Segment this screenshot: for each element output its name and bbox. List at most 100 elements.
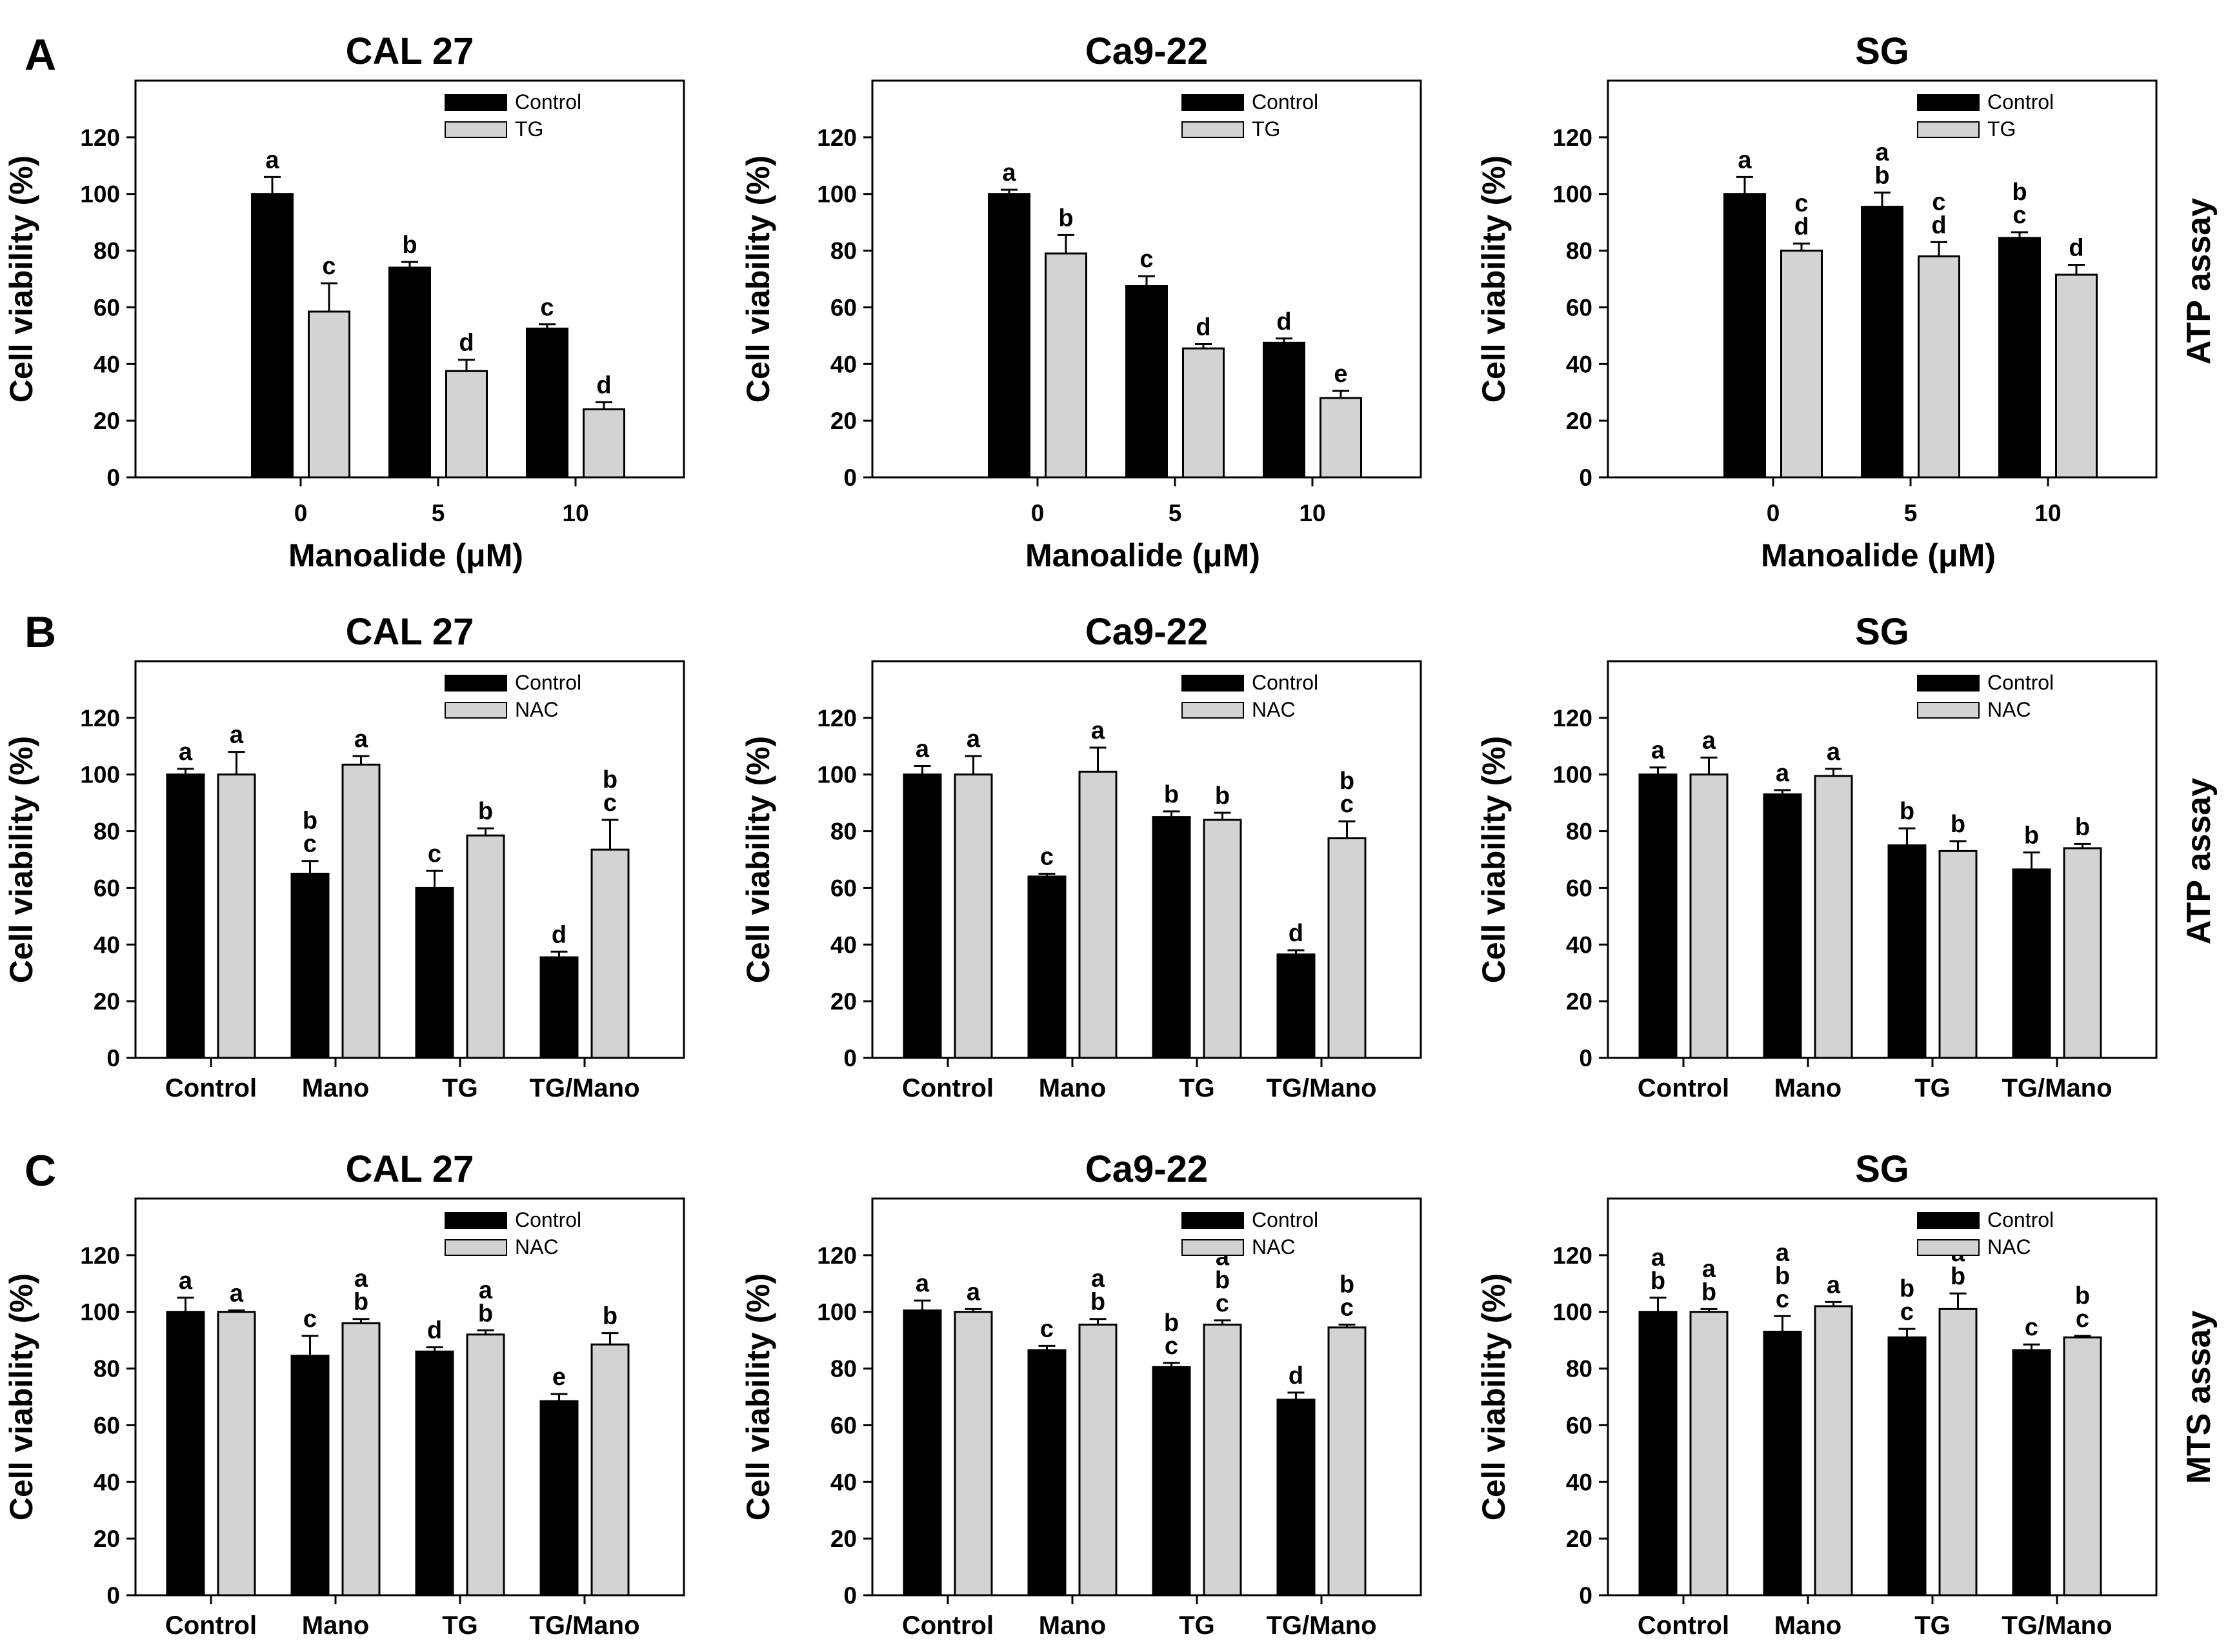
- bar-tg: [1320, 397, 1362, 479]
- bar-control: [1887, 844, 1927, 1059]
- bar-control: [539, 1400, 579, 1597]
- y-tick-label: 0: [1579, 1045, 1592, 1071]
- bar-tg: [1780, 250, 1823, 479]
- x-tick-label: Mano: [302, 1074, 369, 1102]
- x-axis-label: Manoalide (μM): [1025, 537, 1260, 573]
- y-tick-label: 20: [1566, 408, 1592, 434]
- x-tick-label: TG: [1179, 1611, 1215, 1640]
- significance-letter: b: [1215, 782, 1230, 810]
- legend-label-control: Control: [1987, 90, 2054, 114]
- legend-label-nac: NAC: [515, 1235, 559, 1259]
- significance-letter: a: [179, 739, 193, 766]
- bar-control: [1763, 1330, 1802, 1597]
- y-tick-label: 120: [1552, 124, 1592, 151]
- y-tick-label: 40: [1566, 1469, 1592, 1495]
- significance-letter: b: [1651, 1268, 1665, 1295]
- bar-tg: [1182, 347, 1225, 479]
- significance-letter: b: [2024, 822, 2039, 850]
- legend-swatch-nac: [445, 1239, 507, 1256]
- significance-letter: a: [1776, 1239, 1790, 1266]
- significance-letter: a: [1875, 139, 1889, 166]
- legend-label-tg: TG: [515, 117, 543, 141]
- x-tick-label: 0: [1031, 500, 1045, 526]
- y-tick-label: 80: [1566, 819, 1592, 845]
- significance-letter: c: [1776, 1286, 1789, 1313]
- y-tick-label: 40: [830, 351, 857, 377]
- x-tick-label: Control: [165, 1074, 257, 1102]
- significance-letter: d: [1196, 314, 1210, 341]
- significance-letter: b: [478, 1300, 493, 1327]
- x-tick-label: Control: [165, 1611, 257, 1640]
- significance-letter: b: [1164, 1309, 1179, 1337]
- y-tick-label: 40: [94, 931, 120, 958]
- y-tick-label: 120: [80, 1242, 120, 1269]
- y-tick-label: 120: [1552, 1242, 1592, 1269]
- significance-letter: d: [596, 372, 611, 399]
- y-axis-label: Cell viability (%): [740, 736, 776, 983]
- legend-label-control: Control: [515, 90, 581, 114]
- assay-label-C: MTS assay: [2180, 1311, 2218, 1484]
- bar-nac: [954, 1311, 993, 1597]
- bar-nac: [217, 773, 256, 1059]
- bar-control: [415, 886, 454, 1059]
- significance-letter: a: [265, 146, 279, 174]
- x-tick-label: 10: [562, 500, 588, 526]
- legend-swatch-control: [445, 675, 507, 692]
- significance-letter: c: [1165, 1333, 1178, 1360]
- bar-nac: [590, 1343, 630, 1597]
- significance-letter: b: [354, 1289, 368, 1316]
- significance-letter: a: [1651, 737, 1665, 764]
- chart-title: CAL 27: [346, 30, 474, 72]
- y-tick-label: 0: [843, 1582, 857, 1609]
- bar-control: [1125, 284, 1168, 479]
- bar-nac: [590, 848, 630, 1059]
- significance-letter: a: [916, 1270, 930, 1297]
- bar-nac: [1327, 1326, 1367, 1597]
- significance-letter: b: [2075, 813, 2090, 841]
- bar-control: [166, 773, 205, 1059]
- significance-letter: d: [1931, 212, 1946, 239]
- legend-swatch-control: [445, 94, 507, 111]
- chart-title: CAL 27: [346, 1148, 474, 1190]
- significance-letter: b: [603, 1303, 617, 1330]
- significance-letter: a: [354, 1266, 368, 1293]
- chart-A-1: CAL 27 0 20 40 60 80 100 120 Cell viability (%) 0…: [3, 30, 685, 573]
- x-axis-label: Manoalide (μM): [1761, 537, 1996, 573]
- y-tick-label: 80: [94, 238, 120, 264]
- panel-letter-B: B: [25, 608, 56, 657]
- significance-letter: a: [1827, 739, 1841, 766]
- y-tick-label: 0: [1579, 1582, 1592, 1609]
- significance-letter: a: [1091, 1266, 1105, 1293]
- significance-letter: c: [1139, 246, 1153, 273]
- bar-nac: [2063, 1336, 2102, 1597]
- y-tick-label: 60: [1566, 875, 1592, 901]
- x-tick-label: TG: [1179, 1074, 1215, 1102]
- y-axis-label: Cell viability (%): [740, 155, 776, 403]
- significance-letter: a: [1702, 727, 1716, 754]
- y-tick-label: 120: [817, 705, 857, 731]
- x-tick-label: TG/Mano: [529, 1074, 639, 1102]
- assay-label-B: ATP assay: [2180, 778, 2218, 944]
- legend-label-nac: NAC: [1252, 1235, 1296, 1259]
- significance-letter: c: [540, 294, 554, 321]
- significance-letter: a: [967, 726, 981, 753]
- bar-nac: [466, 834, 505, 1059]
- x-tick-label: TG: [442, 1074, 478, 1102]
- significance-letter: c: [1340, 791, 1354, 818]
- y-axis-label: Cell viability (%): [1476, 1273, 1512, 1520]
- legend-label-nac: NAC: [1987, 1235, 2031, 1259]
- bar-control: [415, 1350, 454, 1597]
- legend-swatch-nac: [445, 702, 507, 719]
- significance-letter: e: [1334, 361, 1347, 388]
- plot-frame: [1607, 1197, 2158, 1597]
- y-tick-label: 0: [843, 1045, 857, 1071]
- y-axis-label: Cell viability (%): [1476, 155, 1512, 403]
- bar-control: [1638, 1311, 1678, 1597]
- x-tick-label: TG: [442, 1611, 478, 1640]
- significance-letter: c: [1216, 1290, 1229, 1317]
- y-tick-label: 80: [94, 819, 120, 845]
- chart-title: CAL 27: [346, 611, 474, 653]
- chart-B-2: Ca9-22 0 20 40 60 80 100 120 Cell viability (%) C…: [740, 611, 1422, 1102]
